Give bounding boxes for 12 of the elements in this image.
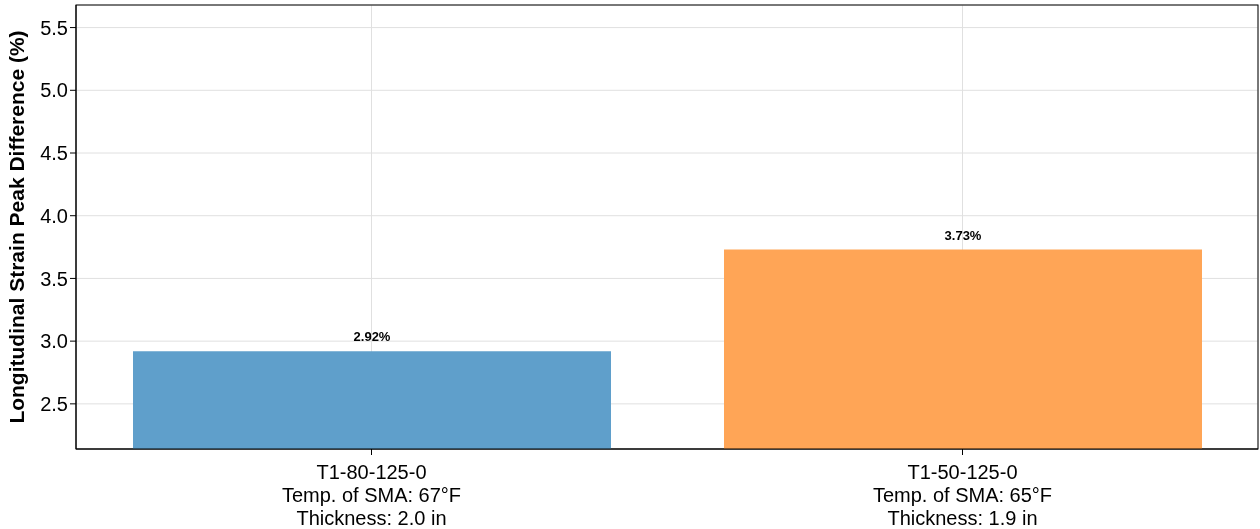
y-tick-label: 3.5 [40, 267, 68, 290]
y-tick-label: 2.5 [40, 392, 68, 415]
data-label: 2.92% [353, 329, 391, 345]
y-tick-label: 3.0 [40, 330, 68, 353]
y-tick-label: 4.0 [40, 204, 68, 227]
y-tick-label: 5.0 [40, 79, 68, 102]
y-tick-label: 4.5 [40, 142, 68, 165]
x-tick-label: T1-80-125-0 Temp. of SMA: 67°F Thickness: 2.0 in [281, 461, 462, 529]
x-tick-label: T1-50-125-0 Temp. of SMA: 65°F Thickness: 1.9 in [872, 461, 1053, 529]
y-axis-title: Longitudinal Strain Peak Difference (%) [5, 30, 29, 424]
y-tick-label: 5.5 [40, 16, 68, 39]
data-label: 3.73% [944, 227, 982, 243]
